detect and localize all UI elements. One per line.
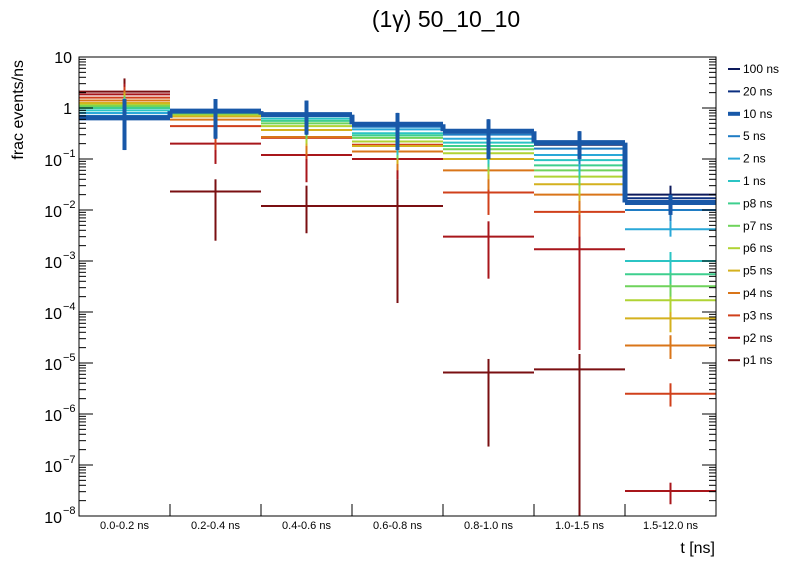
y-tick-label-base: 1 (63, 101, 72, 118)
legend-entry: p6 ns (728, 241, 772, 255)
legend-entry: 20 ns (728, 84, 772, 98)
x-tick-label: 0.6-0.8 ns (373, 520, 422, 532)
y-tick-label: 10 −7 (44, 454, 75, 476)
legend-entry: 5 ns (728, 129, 766, 143)
y-tick-label: 10 −4 (44, 301, 75, 323)
legend-entry: p8 ns (728, 196, 772, 210)
y-tick-label-exponent: −4 (63, 301, 76, 313)
y-axis-label: frac events/ns (10, 60, 27, 160)
legend-entry: p4 ns (728, 286, 772, 300)
plot-area (79, 78, 716, 516)
y-tick-label: 10 −6 (44, 403, 75, 425)
legend-label: p5 ns (743, 264, 772, 278)
x-tick-label: 1.0-1.5 ns (555, 520, 604, 532)
legend-label: 100 ns (743, 62, 779, 76)
y-tick-label-exponent: −8 (63, 505, 76, 517)
legend-label: p6 ns (743, 241, 772, 255)
legend-entry: p2 ns (728, 331, 772, 345)
axes: 10−810−710−610−510−410−310−210 −11100.0-0… (44, 50, 717, 532)
legend-entry: 10 ns (728, 107, 772, 121)
y-tick-label-base: 10 (44, 306, 62, 323)
legend-entry: 1 ns (728, 174, 766, 188)
legend-label: 2 ns (743, 152, 766, 166)
y-tick-label-exponent: −7 (63, 454, 76, 466)
series-p1-ns (79, 78, 625, 516)
series-10-ns (79, 99, 716, 215)
legend-entry: p7 ns (728, 219, 772, 233)
chart-title: (1γ) 50_10_10 (372, 6, 520, 32)
legend-entry: 100 ns (728, 62, 779, 76)
y-tick-label: 10 −2 (44, 199, 75, 221)
legend-label: p3 ns (743, 308, 772, 322)
y-tick-label-base: 10 (44, 357, 62, 374)
x-axis-label: t [ns] (680, 540, 715, 557)
x-tick-label: 1.5-12.0 ns (643, 520, 699, 532)
legend-label: 5 ns (743, 129, 766, 143)
x-tick-label: 0.2-0.4 ns (191, 520, 240, 532)
y-tick-label: 10 −3 (44, 250, 75, 272)
y-tick-label: 10 −8 (44, 505, 75, 527)
y-tick-label-base: 10 (44, 255, 62, 272)
y-tick-label-exponent: −1 (63, 148, 76, 160)
y-tick-label-exponent: −5 (63, 352, 76, 364)
y-tick-label-exponent: −2 (63, 199, 76, 211)
legend-label: p2 ns (743, 331, 772, 345)
y-tick-label-exponent: −6 (63, 403, 76, 415)
y-tick-label-base: 10 (44, 153, 62, 170)
legend-label: p1 ns (743, 353, 772, 367)
legend-label: p8 ns (743, 196, 772, 210)
y-tick-label-base: 10 (44, 510, 62, 527)
legend-label: 1 ns (743, 174, 766, 188)
y-tick-label: 10 −5 (44, 352, 75, 374)
y-tick-label-exponent: −3 (63, 250, 76, 262)
legend: 100 ns 20 ns 10 ns 5 ns 2 ns 1 ns p8 ns p7 ns p6… (728, 62, 779, 367)
legend-label: p4 ns (743, 286, 772, 300)
x-tick-label: 0.4-0.6 ns (282, 520, 331, 532)
legend-label: 10 ns (743, 107, 772, 121)
x-tick-label: 0.8-1.0 ns (464, 520, 513, 532)
y-tick-label-base: 10 (44, 408, 62, 425)
legend-label: p7 ns (743, 219, 772, 233)
y-tick-label: 1 (63, 101, 72, 118)
y-tick-label: 10 −1 (44, 148, 75, 170)
x-tick-label: 0.0-0.2 ns (100, 520, 149, 532)
y-tick-label-base: 10 (44, 459, 62, 476)
y-tick-label-base: 10 (54, 50, 72, 67)
legend-entry: p1 ns (728, 353, 772, 367)
legend-entry: p5 ns (728, 264, 772, 278)
plot-frame (78, 56, 717, 517)
y-tick-label-base: 10 (44, 204, 62, 221)
legend-entry: p3 ns (728, 308, 772, 322)
legend-entry: 2 ns (728, 152, 766, 166)
y-tick-label: 10 (54, 50, 72, 67)
legend-label: 20 ns (743, 84, 772, 98)
